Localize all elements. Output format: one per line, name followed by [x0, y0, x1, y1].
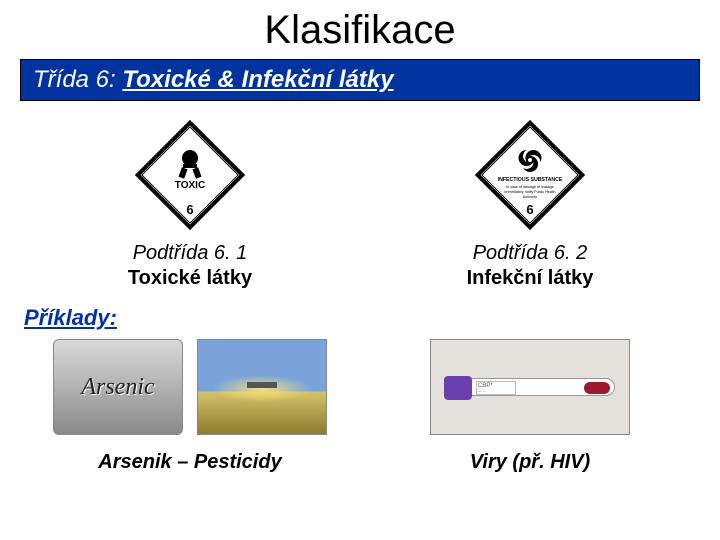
examples-row: Arsenic Arsenik – Pesticidy CBP*···· Vir…	[20, 339, 700, 474]
banner-prefix: Třída 6:	[33, 66, 122, 93]
col-infectious: INFECTIOUS SUBSTANCE In case of damage o…	[367, 115, 693, 291]
slide: Klasifikace Třída 6: Toxické & Infekční …	[0, 0, 720, 540]
svg-text:Authority: Authority	[523, 195, 537, 199]
placard1-number: 6	[186, 202, 193, 217]
placard-infectious: INFECTIOUS SUBSTANCE In case of damage o…	[473, 115, 587, 235]
img-row-right: CBP*····	[430, 339, 630, 435]
arsenic-tin-image: Arsenic	[53, 339, 183, 435]
caption-left: Arsenik – Pesticidy	[98, 451, 281, 474]
sub1-line2: Toxické látky	[128, 267, 252, 289]
img-row-left: Arsenic	[53, 339, 327, 435]
sub2-line1: Podtřída 6. 2	[473, 242, 588, 264]
sub2-label: Podtřída 6. 2 Infekční látky	[467, 241, 594, 291]
placard-toxic: TOXIC 6	[133, 115, 247, 235]
svg-text:In case of damage or leakage: In case of damage or leakage	[506, 185, 553, 189]
class-banner: Třída 6: Toxické & Infekční látky	[20, 59, 700, 101]
page-title: Klasifikace	[20, 8, 700, 53]
placard2-number: 6	[526, 202, 533, 217]
banner-main: Toxické & Infekční látky	[122, 66, 393, 93]
caption-right: Viry (př. HIV)	[470, 451, 590, 474]
blood-tube-image: CBP*····	[430, 339, 630, 435]
svg-text:immediately notify Public Heal: immediately notify Public Health	[505, 190, 556, 194]
placard2-label: INFECTIOUS SUBSTANCE	[498, 177, 563, 183]
examples-heading: Příklady:	[24, 305, 700, 331]
sub1-label: Podtřída 6. 1 Toxické látky	[128, 241, 252, 291]
pesticide-plane-image	[197, 339, 327, 435]
examples-left: Arsenic Arsenik – Pesticidy	[27, 339, 353, 474]
placard-row: TOXIC 6 Podtřída 6. 1 Toxické látky	[20, 115, 700, 291]
placard1-label: TOXIC	[175, 180, 205, 191]
sub1-line1: Podtřída 6. 1	[133, 242, 248, 264]
col-toxic: TOXIC 6 Podtřída 6. 1 Toxické látky	[27, 115, 353, 291]
examples-right: CBP*···· Viry (př. HIV)	[367, 339, 693, 474]
sub2-line2: Infekční látky	[467, 267, 594, 289]
